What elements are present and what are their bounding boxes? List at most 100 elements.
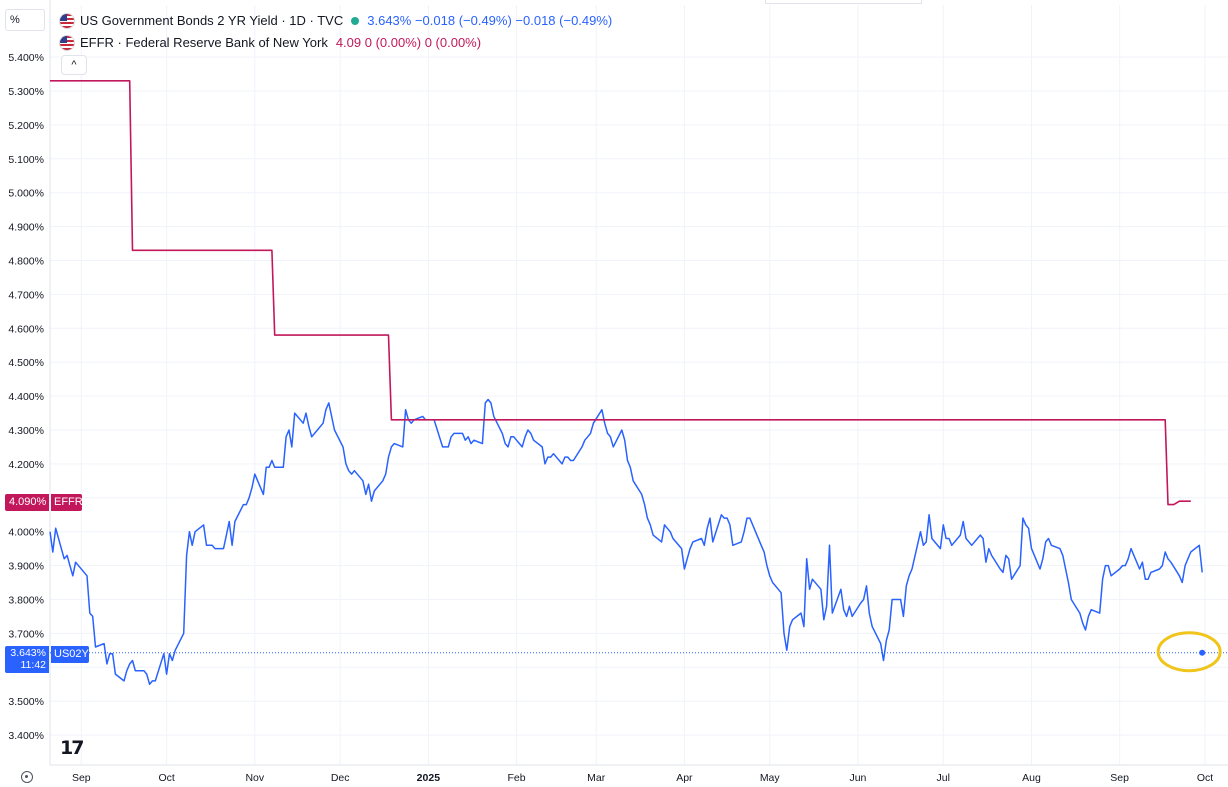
data-point: [302, 422, 305, 425]
data-point: [1121, 564, 1124, 567]
data-point: [947, 537, 950, 540]
data-point: [1004, 554, 1007, 557]
data-point: [1189, 500, 1192, 503]
data-point: [390, 418, 393, 421]
data-point: [586, 435, 589, 438]
data-point: [800, 612, 803, 615]
data-point: [324, 408, 327, 411]
data-point: [461, 432, 464, 435]
x-tick-label: Aug: [1022, 772, 1041, 784]
data-point: [151, 679, 154, 682]
data-point: [202, 523, 205, 526]
data-point: [1138, 567, 1141, 570]
y-tick-label: 3.400%: [8, 730, 44, 742]
market-status-dot-icon: [351, 17, 360, 25]
data-point: [1110, 574, 1113, 577]
data-point: [387, 456, 390, 459]
data-point: [410, 422, 413, 425]
data-point: [851, 615, 854, 618]
data-point: [253, 473, 256, 476]
data-point: [63, 557, 66, 560]
data-point: [444, 445, 447, 448]
data-point: [703, 544, 706, 547]
y-tick-label: 4.200%: [8, 459, 44, 471]
settings-gear-icon[interactable]: [21, 771, 33, 783]
data-point: [205, 544, 208, 547]
data-point: [509, 435, 512, 438]
legend-row-effr[interactable]: EFFR · Federal Reserve Bank of New York …: [60, 32, 612, 54]
data-point: [879, 642, 882, 645]
data-point: [165, 673, 168, 676]
data-point: [959, 534, 962, 537]
data-point: [1141, 561, 1144, 564]
data-point: [1087, 615, 1090, 618]
y-tick-label: 5.200%: [8, 120, 44, 132]
tradingview-logo[interactable]: 17: [60, 737, 84, 759]
data-point: [1186, 557, 1189, 560]
us02y-name-tag: US02Y: [51, 646, 89, 663]
legend-row-us02y[interactable]: US Government Bonds 2 YR Yield · 1D · TV…: [60, 10, 612, 32]
data-point: [350, 473, 353, 476]
data-point: [711, 540, 714, 543]
data-point: [891, 598, 894, 601]
y-tick-label: 5.300%: [8, 86, 44, 98]
data-point: [663, 523, 666, 526]
data-point: [745, 517, 748, 520]
data-point: [652, 534, 655, 537]
data-point: [307, 425, 310, 428]
data-point: [489, 401, 492, 404]
data-point: [763, 551, 766, 554]
data-point: [709, 517, 712, 520]
data-point: [529, 432, 532, 435]
data-point: [51, 551, 54, 554]
data-point: [1098, 612, 1101, 615]
data-point: [484, 401, 487, 404]
data-point: [1104, 564, 1107, 567]
x-tick-label: Oct: [1197, 772, 1213, 784]
data-point: [1124, 564, 1127, 567]
data-point: [524, 435, 527, 438]
data-point: [512, 435, 515, 438]
x-tick-label: 2025: [417, 772, 441, 784]
data-point: [1201, 571, 1204, 574]
data-point: [643, 503, 646, 506]
data-point: [333, 429, 336, 432]
data-point: [74, 561, 77, 564]
bar-countdown: 11:42: [20, 659, 47, 671]
x-tick-label: Mar: [587, 772, 606, 784]
top-panel-tab[interactable]: [765, 0, 922, 4]
data-point: [225, 534, 228, 537]
data-point: [606, 432, 609, 435]
data-point: [691, 540, 694, 543]
data-point: [71, 574, 74, 577]
collapse-legend-button[interactable]: ^: [61, 55, 87, 75]
data-point: [882, 659, 885, 662]
data-point: [748, 517, 751, 520]
data-point: [501, 432, 504, 435]
data-point: [481, 442, 484, 445]
x-tick-label: Jul: [937, 772, 950, 784]
data-point: [103, 642, 106, 645]
data-point: [526, 429, 529, 432]
x-tick-label: Apr: [676, 772, 693, 784]
data-point: [1172, 503, 1175, 506]
data-point: [666, 527, 669, 530]
data-point: [322, 422, 325, 425]
last-price-dot: [1199, 649, 1206, 656]
data-point: [723, 517, 726, 520]
data-point: [1002, 571, 1005, 574]
scale-unit-box[interactable]: %: [5, 9, 45, 31]
data-point: [566, 456, 569, 459]
data-point: [649, 523, 652, 526]
data-point: [310, 435, 313, 438]
data-point: [1019, 564, 1022, 567]
data-point: [1030, 547, 1033, 550]
data-point: [908, 574, 911, 577]
data-point: [387, 334, 390, 337]
data-point: [273, 334, 276, 337]
data-point: [979, 534, 982, 537]
y-tick-label: 4.400%: [8, 391, 44, 403]
data-point: [185, 554, 188, 557]
data-point: [472, 439, 475, 442]
